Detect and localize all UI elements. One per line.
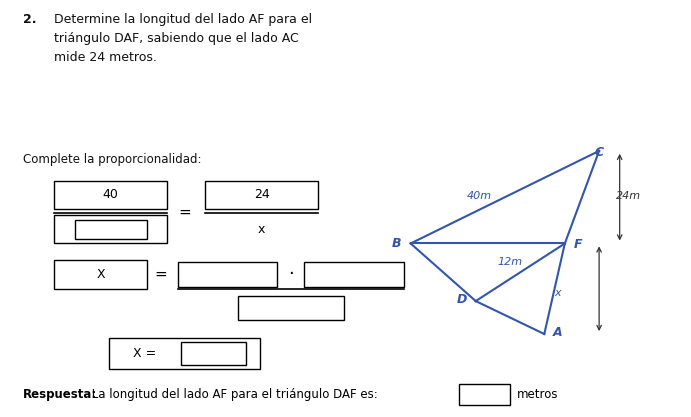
FancyBboxPatch shape [304,262,404,286]
FancyBboxPatch shape [238,296,344,320]
FancyBboxPatch shape [54,181,167,208]
Text: Determine la longitud del lado AF para el
triángulo DAF, sabiendo que el lado AC: Determine la longitud del lado AF para e… [54,13,312,64]
Text: 2.: 2. [23,13,37,26]
Text: 40m: 40m [466,191,492,201]
Text: F: F [574,238,583,251]
Text: X: X [96,268,105,281]
FancyBboxPatch shape [109,338,260,369]
Text: metros: metros [517,388,558,401]
Text: 24m: 24m [616,191,641,201]
Text: x: x [555,288,561,298]
Text: 12m: 12m [498,257,522,267]
FancyBboxPatch shape [181,342,246,365]
Text: ·: · [287,265,294,283]
Text: x: x [258,223,265,236]
Text: =: = [178,205,191,220]
Text: D: D [457,294,467,306]
Text: 24: 24 [254,188,269,201]
Text: La longitud del lado AF para el triángulo DAF es:: La longitud del lado AF para el triángul… [88,388,378,401]
Text: Complete la proporcionalidad:: Complete la proporcionalidad: [23,153,202,166]
Text: 40: 40 [103,188,119,201]
Text: B: B [392,237,401,250]
FancyBboxPatch shape [54,260,146,289]
FancyBboxPatch shape [178,262,277,286]
Text: A: A [553,327,562,339]
FancyBboxPatch shape [75,221,146,239]
FancyBboxPatch shape [205,181,318,208]
Text: X =: X = [133,347,156,360]
FancyBboxPatch shape [459,384,510,405]
Text: Respuesta:: Respuesta: [23,388,97,401]
Text: =: = [154,267,167,282]
FancyBboxPatch shape [54,216,167,244]
Text: C: C [594,146,604,158]
